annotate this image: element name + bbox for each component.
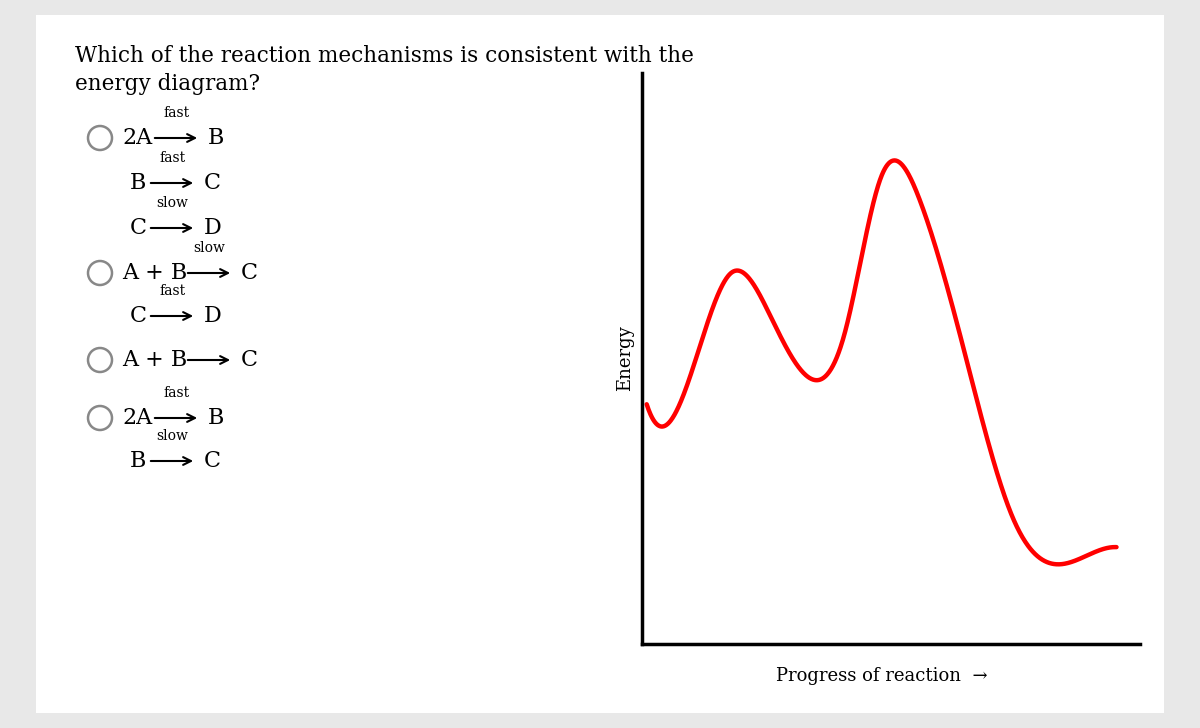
Text: energy diagram?: energy diagram? — [74, 73, 260, 95]
Text: C: C — [130, 217, 148, 239]
Text: Which of the reaction mechanisms is consistent with the: Which of the reaction mechanisms is cons… — [74, 45, 694, 67]
Text: slow: slow — [156, 196, 188, 210]
Text: C: C — [204, 450, 221, 472]
Text: B: B — [208, 127, 224, 149]
Text: fast: fast — [163, 106, 190, 120]
Text: A + B: A + B — [122, 349, 187, 371]
Text: fast: fast — [163, 386, 190, 400]
Text: D: D — [204, 217, 222, 239]
Text: fast: fast — [158, 284, 185, 298]
Text: D: D — [204, 305, 222, 327]
Text: B: B — [130, 450, 146, 472]
Text: 2A: 2A — [122, 407, 152, 429]
Text: Progress of reaction  →: Progress of reaction → — [776, 667, 988, 684]
Text: C: C — [241, 262, 258, 284]
Text: C: C — [204, 172, 221, 194]
Text: A + B: A + B — [122, 262, 187, 284]
Text: C: C — [130, 305, 148, 327]
Text: B: B — [208, 407, 224, 429]
Text: 2A: 2A — [122, 127, 152, 149]
Y-axis label: Energy: Energy — [616, 325, 634, 392]
Text: fast: fast — [158, 151, 185, 165]
Text: C: C — [241, 349, 258, 371]
Text: slow: slow — [193, 241, 224, 255]
Text: B: B — [130, 172, 146, 194]
Text: slow: slow — [156, 429, 188, 443]
